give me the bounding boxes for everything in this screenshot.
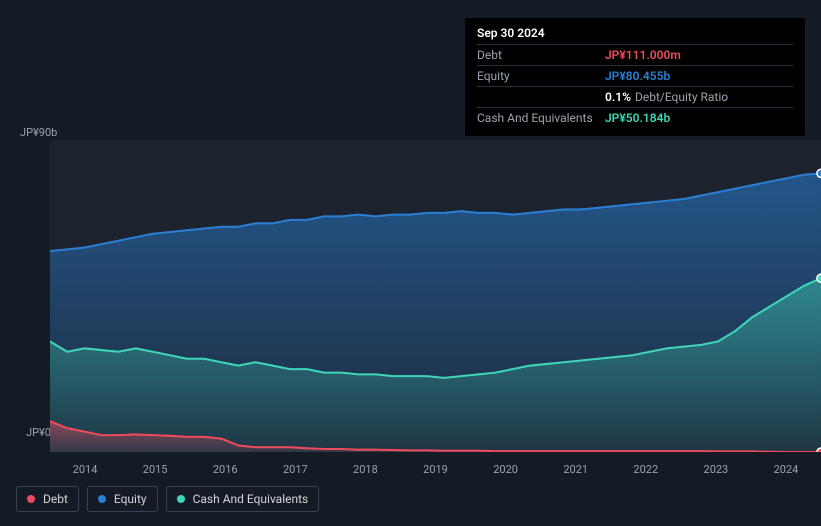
legend-item[interactable]: Equity [87, 486, 158, 512]
x-axis-label: 2018 [330, 463, 400, 481]
legend-dot-icon [27, 495, 35, 503]
legend-item[interactable]: Debt [16, 486, 79, 512]
data-tooltip: Sep 30 2024 DebtJP¥111.000mEquityJP¥80.4… [465, 18, 805, 136]
x-axis-label: 2016 [190, 463, 260, 481]
x-axis-label: 2024 [751, 463, 821, 481]
tooltip-row-value: JP¥50.184b [605, 111, 670, 125]
tooltip-row: Cash And EquivalentsJP¥50.184b [477, 107, 793, 128]
x-axis-labels: 2014201520162017201820192020202120222023… [50, 463, 821, 481]
x-axis-label: 2017 [260, 463, 330, 481]
chart-plot [50, 140, 821, 452]
x-axis-label: 2023 [681, 463, 751, 481]
tooltip-row-value: JP¥111.000m [605, 48, 681, 62]
tooltip-row-label [477, 90, 605, 104]
tooltip-row-extra: Debt/Equity Ratio [635, 90, 728, 104]
tooltip-row-label: Equity [477, 69, 605, 83]
tooltip-date: Sep 30 2024 [477, 26, 793, 40]
legend-item-label: Equity [114, 492, 147, 506]
legend: Debt Equity Cash And Equivalents [16, 486, 319, 512]
tooltip-row-label: Cash And Equivalents [477, 111, 605, 125]
legend-item-label: Debt [43, 492, 68, 506]
x-axis-label: 2019 [400, 463, 470, 481]
x-axis-label: 2022 [611, 463, 681, 481]
tooltip-row: 0.1% Debt/Equity Ratio [477, 86, 793, 107]
x-axis-label: 2020 [471, 463, 541, 481]
tooltip-row: EquityJP¥80.455b [477, 65, 793, 86]
x-axis-label: 2021 [541, 463, 611, 481]
legend-dot-icon [98, 495, 106, 503]
tooltip-row: DebtJP¥111.000m [477, 44, 793, 65]
legend-item[interactable]: Cash And Equivalents [166, 486, 320, 512]
legend-dot-icon [177, 495, 185, 503]
tooltip-row-value: 0.1% [605, 90, 631, 104]
tooltip-row-value: JP¥80.455b [605, 69, 670, 83]
x-axis-label: 2014 [50, 463, 120, 481]
y-axis-label-bottom: JP¥0 [26, 426, 51, 439]
x-axis-label: 2015 [120, 463, 190, 481]
legend-item-label: Cash And Equivalents [193, 492, 309, 506]
y-axis-label-top: JP¥90b [20, 126, 57, 139]
tooltip-row-label: Debt [477, 48, 605, 62]
